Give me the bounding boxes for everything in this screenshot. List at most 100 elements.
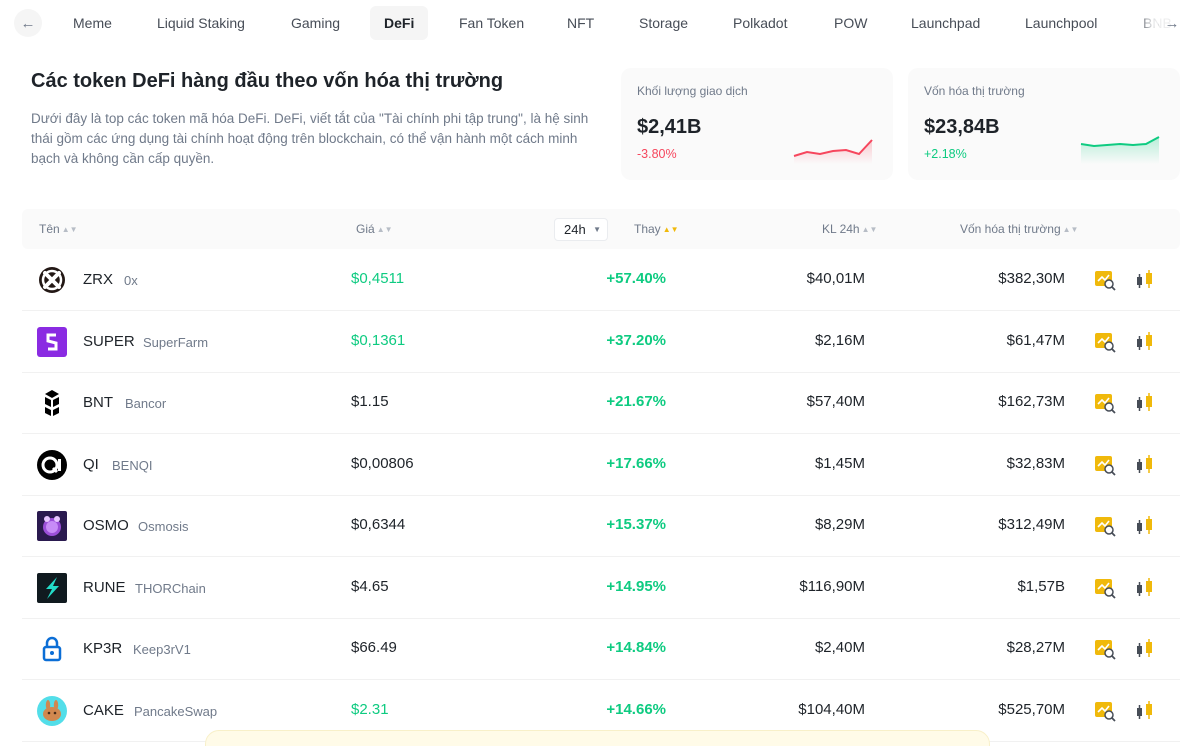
change-cell: +14.95% [606,578,666,595]
column-header-price[interactable]: Giá ▲▼ [356,222,393,236]
page-description: Dưới đây là top các token mã hóa DeFi. D… [31,111,589,166]
candlestick-icon[interactable] [1134,392,1156,414]
table-row[interactable]: RUNE THORChain $4.65 +14.95% $116,90M $1… [22,557,1180,619]
osmosis-logo [37,511,67,541]
pancakeswap-logo [37,696,67,726]
candlestick-icon[interactable] [1134,515,1156,537]
coin-symbol: RUNE [83,579,126,596]
candlestick-icon[interactable] [1134,638,1156,660]
coin-symbol: KP3R [83,640,123,657]
chevron-down-icon: ▼ [593,225,601,234]
coin-name: 0x [124,273,138,288]
column-header-price-label: Giá [356,222,375,236]
arrow-right-icon[interactable]: → [1158,9,1186,37]
market-cap-sparkline [1080,136,1160,164]
candlestick-icon[interactable] [1134,331,1156,353]
candlestick-icon[interactable] [1134,700,1156,722]
volume-cell: $1,45M [814,455,865,472]
column-header-change-label: Thay [634,222,661,236]
column-header-name[interactable]: Tên ▲▼ [39,222,78,236]
zrx-logo [39,267,65,293]
change-cell: +37.20% [606,332,666,349]
keep3r-logo [42,636,62,662]
table-row[interactable]: KP3R Keep3rV1 $66.49 +14.84% $2,40M $28,… [22,618,1180,680]
column-header-change[interactable]: Thay ▲▼ [634,222,679,236]
sort-icon: ▲▼ [662,225,679,234]
market-cap-sparkline-area [1081,137,1159,164]
coin-name: Bancor [125,396,167,411]
chart-magnifier-icon[interactable] [1094,454,1116,476]
table-row[interactable]: OSMO Osmosis $0,6344 +15.37% $8,29M $312… [22,495,1180,557]
arrow-left-icon[interactable]: ← [14,9,42,37]
page-title: Các token DeFi hàng đầu theo vốn hóa thị… [31,70,504,92]
price-cell: $4.65 [351,578,389,595]
change-cell: +21.67% [606,393,666,410]
benqi-logo [37,450,67,480]
market-cap-change: +2.18% [924,147,967,161]
tab-launchpool[interactable]: Launchpool [1025,15,1098,31]
volume-label: Khối lượng giao dịch [637,84,748,98]
volume-change: -3.80% [637,147,677,161]
market-cap-cell: $32,83M [1006,455,1065,472]
column-header-market-cap[interactable]: Vốn hóa thị trường ▲▼ [960,222,1078,236]
coin-name: THORChain [135,581,206,596]
volume-sparkline-line [793,139,873,157]
period-select[interactable]: 24h ▼ [554,218,608,241]
market-cap-cell: $525,70M [998,701,1065,718]
volume-cell: $8,29M [814,516,865,533]
price-cell: $0,4511 [351,270,405,287]
market-cap-value: $23,84B [924,116,1000,138]
sort-icon: ▲▼ [861,225,878,234]
tab-pow[interactable]: POW [834,15,868,31]
column-header-name-label: Tên [39,222,60,236]
price-cell: $66.49 [351,639,397,656]
change-cell: +15.37% [606,516,666,533]
candlestick-icon[interactable] [1134,454,1156,476]
period-select-value: 24h [564,222,586,237]
table-row[interactable]: CAKE PancakeSwap $2.31 +14.66% $104,40M … [22,680,1180,742]
coin-name: PancakeSwap [134,704,218,719]
candlestick-icon[interactable] [1134,269,1156,291]
chart-magnifier-icon[interactable] [1094,638,1116,660]
table-header: Tên ▲▼ Giá ▲▼ 24h ▼ Thay ▲▼ KL 24h ▲▼ Vốn hóa… [22,209,1180,249]
volume-stat-card: Khối lượng giao dịch $2,41B -3.80% [621,68,893,180]
volume-sparkline [793,139,873,164]
bancor-logo [45,390,59,416]
volume-cell: $40,01M [806,270,865,287]
tab-defi[interactable]: DeFi [370,6,429,40]
tab-polkadot[interactable]: Polkadot [733,15,788,31]
coin-symbol: ZRX [83,271,113,288]
price-cell: $2.31 [351,701,389,718]
candlestick-icon[interactable] [1134,577,1156,599]
category-tab-bar: ← Meme Liquid Staking Gaming DeFi Fan To… [0,0,1200,46]
column-header-volume[interactable]: KL 24h ▲▼ [822,222,877,236]
chart-magnifier-icon[interactable] [1094,331,1116,353]
market-cap-cell: $162,73M [998,393,1065,410]
chart-magnifier-icon[interactable] [1094,700,1116,722]
chart-magnifier-icon[interactable] [1094,577,1116,599]
price-cell: $0,1361 [351,332,406,349]
table-row[interactable]: BNT Bancor $1.15 +21.67% $57,40M $162,73… [22,372,1180,434]
table-row[interactable]: QI BENQI $0,00806 +17.66% $1,45M $32,83M [22,434,1180,496]
chart-magnifier-icon[interactable] [1094,269,1116,291]
market-cap-cell: $28,27M [1006,639,1065,656]
price-cell: $0,00806 [351,455,414,472]
tab-liquid-staking[interactable]: Liquid Staking [157,15,245,31]
tab-launchpad[interactable]: Launchpad [911,15,981,31]
chart-magnifier-icon[interactable] [1094,515,1116,537]
sort-icon: ▲▼ [61,225,78,234]
table-row[interactable]: ZRX 0x $0,4511 +57.40% $40,01M $382,30M [22,249,1180,311]
tab-storage[interactable]: Storage [639,15,689,31]
chart-magnifier-icon[interactable] [1094,392,1116,414]
table-row[interactable]: SUPER SuperFarm $0,1361 +37.20% $2,16M $… [22,311,1180,373]
volume-cell: $116,90M [799,578,865,595]
tab-gaming[interactable]: Gaming [291,15,341,31]
volume-cell: $57,40M [806,393,865,410]
bottom-banner [205,730,990,746]
tab-fan-token[interactable]: Fan Token [459,15,525,31]
tab-meme[interactable]: Meme [73,15,112,31]
change-cell: +57.40% [606,270,666,287]
coin-name: BENQI [112,458,153,473]
market-cap-label: Vốn hóa thị trường [924,84,1025,98]
tab-nft[interactable]: NFT [567,15,595,31]
